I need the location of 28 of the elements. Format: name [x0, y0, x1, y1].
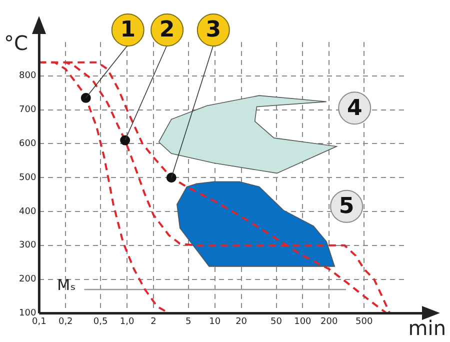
x-tick-label: 2 — [150, 316, 156, 327]
annotation: 4 — [346, 96, 362, 121]
x-tick-label: 1,0 — [120, 316, 134, 327]
y-tick-label: 100 — [18, 308, 36, 319]
x-tick-label: 50 — [270, 316, 282, 327]
x-tick-label: 0,1 — [32, 316, 46, 327]
annotation: 5 — [338, 194, 354, 220]
x-tick-label: 0,5 — [93, 316, 108, 327]
x-tick-label: 10 — [209, 316, 221, 327]
x-axis-title: min — [408, 316, 446, 340]
x-tick-label: 500 — [355, 316, 373, 327]
annotation: 2 — [159, 18, 175, 43]
annotation: 1 — [120, 18, 136, 43]
x-tick-label: 20 — [236, 316, 248, 327]
y-tick-label: 500 — [18, 172, 36, 183]
ref-line-label: Mₛ — [57, 276, 76, 294]
x-tick-label: 100 — [294, 316, 312, 327]
annotation: 3 — [206, 18, 222, 43]
y-tick-label: 600 — [18, 139, 36, 150]
y-tick-label: 200 — [18, 274, 36, 285]
y-axis-title: °C — [4, 31, 28, 55]
y-tick-label: 300 — [18, 240, 36, 251]
x-tick-label: 200 — [320, 316, 338, 327]
y-tick-label: 800 — [18, 71, 36, 82]
x-tick-label: 5 — [186, 316, 192, 327]
y-tick-label: 700 — [18, 105, 36, 116]
x-tick-label: 0,2 — [58, 316, 73, 327]
y-tick-label: 400 — [18, 206, 36, 217]
